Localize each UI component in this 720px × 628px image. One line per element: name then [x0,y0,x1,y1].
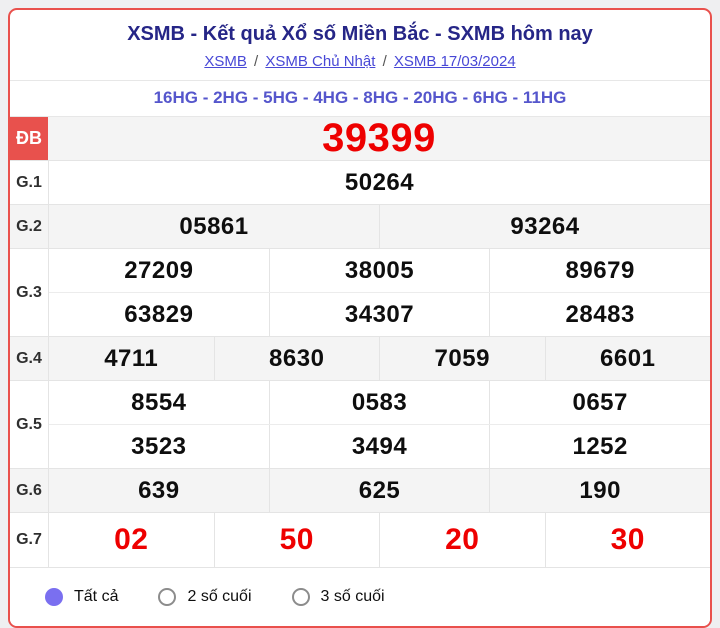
prize-number: 3494 [268,425,490,468]
breadcrumb-link-xsmb-chu-nhat[interactable]: XSMB Chủ Nhật [265,53,376,70]
prize-number: 28483 [489,293,710,336]
station-codes-line: 16HG - 2HG - 5HG - 4HG - 8HG - 20HG - 6H… [10,80,710,116]
prize-label-g4: G.4 [10,337,49,380]
prize-number-g7: 30 [544,513,711,567]
radio-selected-icon [45,588,63,606]
prize-row-g4: G.4 4711 8630 7059 6601 [10,336,710,380]
breadcrumb: XSMB / XSMB Chủ Nhật / XSMB 17/03/2024 [20,52,700,72]
results-table: ĐB 39399 G.1 50264 G.2 [10,116,710,567]
prize-label-g1: G.1 [10,161,49,204]
breadcrumb-separator: / [382,53,387,70]
radio-unselected-icon [291,588,310,606]
prize-number: 05861 [179,212,249,240]
prize-label-g7: G.7 [10,513,49,567]
prize-number: 190 [489,469,710,512]
prize-number: 0657 [489,381,710,424]
radio-unselected-icon [158,588,177,606]
prize-number: 8554 [131,388,187,416]
prize-row-g5: G.5 8554 0583 0657 3523 3494 1252 [10,380,710,468]
prize-number: 0583 [268,381,490,424]
prize-number-db: 39399 [322,116,436,160]
prize-number: 8630 [213,337,380,380]
filter-option-all[interactable]: Tất cả [45,588,118,606]
prize-label-g2: G.2 [10,205,49,248]
prize-number-g7: 50 [213,513,380,567]
breadcrumb-link-xsmb-date[interactable]: XSMB 17/03/2024 [393,53,516,70]
prize-number: 4711 [104,344,159,372]
prize-number: 34307 [268,293,490,336]
filter-option-label: 2 số cuối [187,588,252,605]
prize-label-g3: G.3 [10,249,49,336]
filter-option-last-2-digits[interactable]: 2 số cuối [158,588,252,606]
prize-label-g6: G.6 [10,469,49,512]
prize-number-g7: 02 [114,523,149,556]
prize-row-db: ĐB 39399 [10,116,710,160]
breadcrumb-link-xsmb[interactable]: XSMB [204,53,247,70]
prize-label-db: ĐB [10,117,48,160]
prize-row-g6: G.6 639 625 190 [10,468,710,512]
prize-number: 93264 [379,205,710,248]
lottery-result-card: XSMB - Kết quả Xổ số Miền Bắc - SXMB hôm… [8,8,712,628]
prize-number: 3523 [131,432,187,460]
breadcrumb-separator: / [254,53,259,70]
page-title: XSMB - Kết quả Xổ số Miền Bắc - SXMB hôm… [127,23,593,45]
prize-number: 89679 [489,249,710,292]
prize-row-g3: G.3 27209 38005 89679 63829 34307 28483 [10,248,710,336]
prize-number: 27209 [124,256,194,284]
prize-number: 1252 [489,425,710,468]
filter-option-last-3-digits[interactable]: 3 số cuối [291,588,385,606]
prize-row-g7: G.7 02 50 20 30 [10,512,710,567]
filter-bar: Tất cả 2 số cuối 3 số cuối [10,567,710,626]
prize-row-g1: G.1 50264 [10,160,710,204]
prize-number: 63829 [124,300,194,328]
prize-number: 6601 [544,337,711,380]
prize-number: 7059 [379,337,545,380]
prize-number-g7: 20 [379,513,545,567]
prize-number: 625 [268,469,490,512]
prize-row-g2: G.2 05861 93264 [10,204,710,248]
prize-number: 50264 [344,168,415,196]
filter-option-label: Tất cả [74,588,119,605]
filter-option-label: 3 số cuối [320,588,385,605]
prize-number: 38005 [268,249,490,292]
card-header: XSMB - Kết quả Xổ số Miền Bắc - SXMB hôm… [10,10,710,80]
prize-number: 639 [138,476,180,504]
prize-label-g5: G.5 [10,381,49,468]
